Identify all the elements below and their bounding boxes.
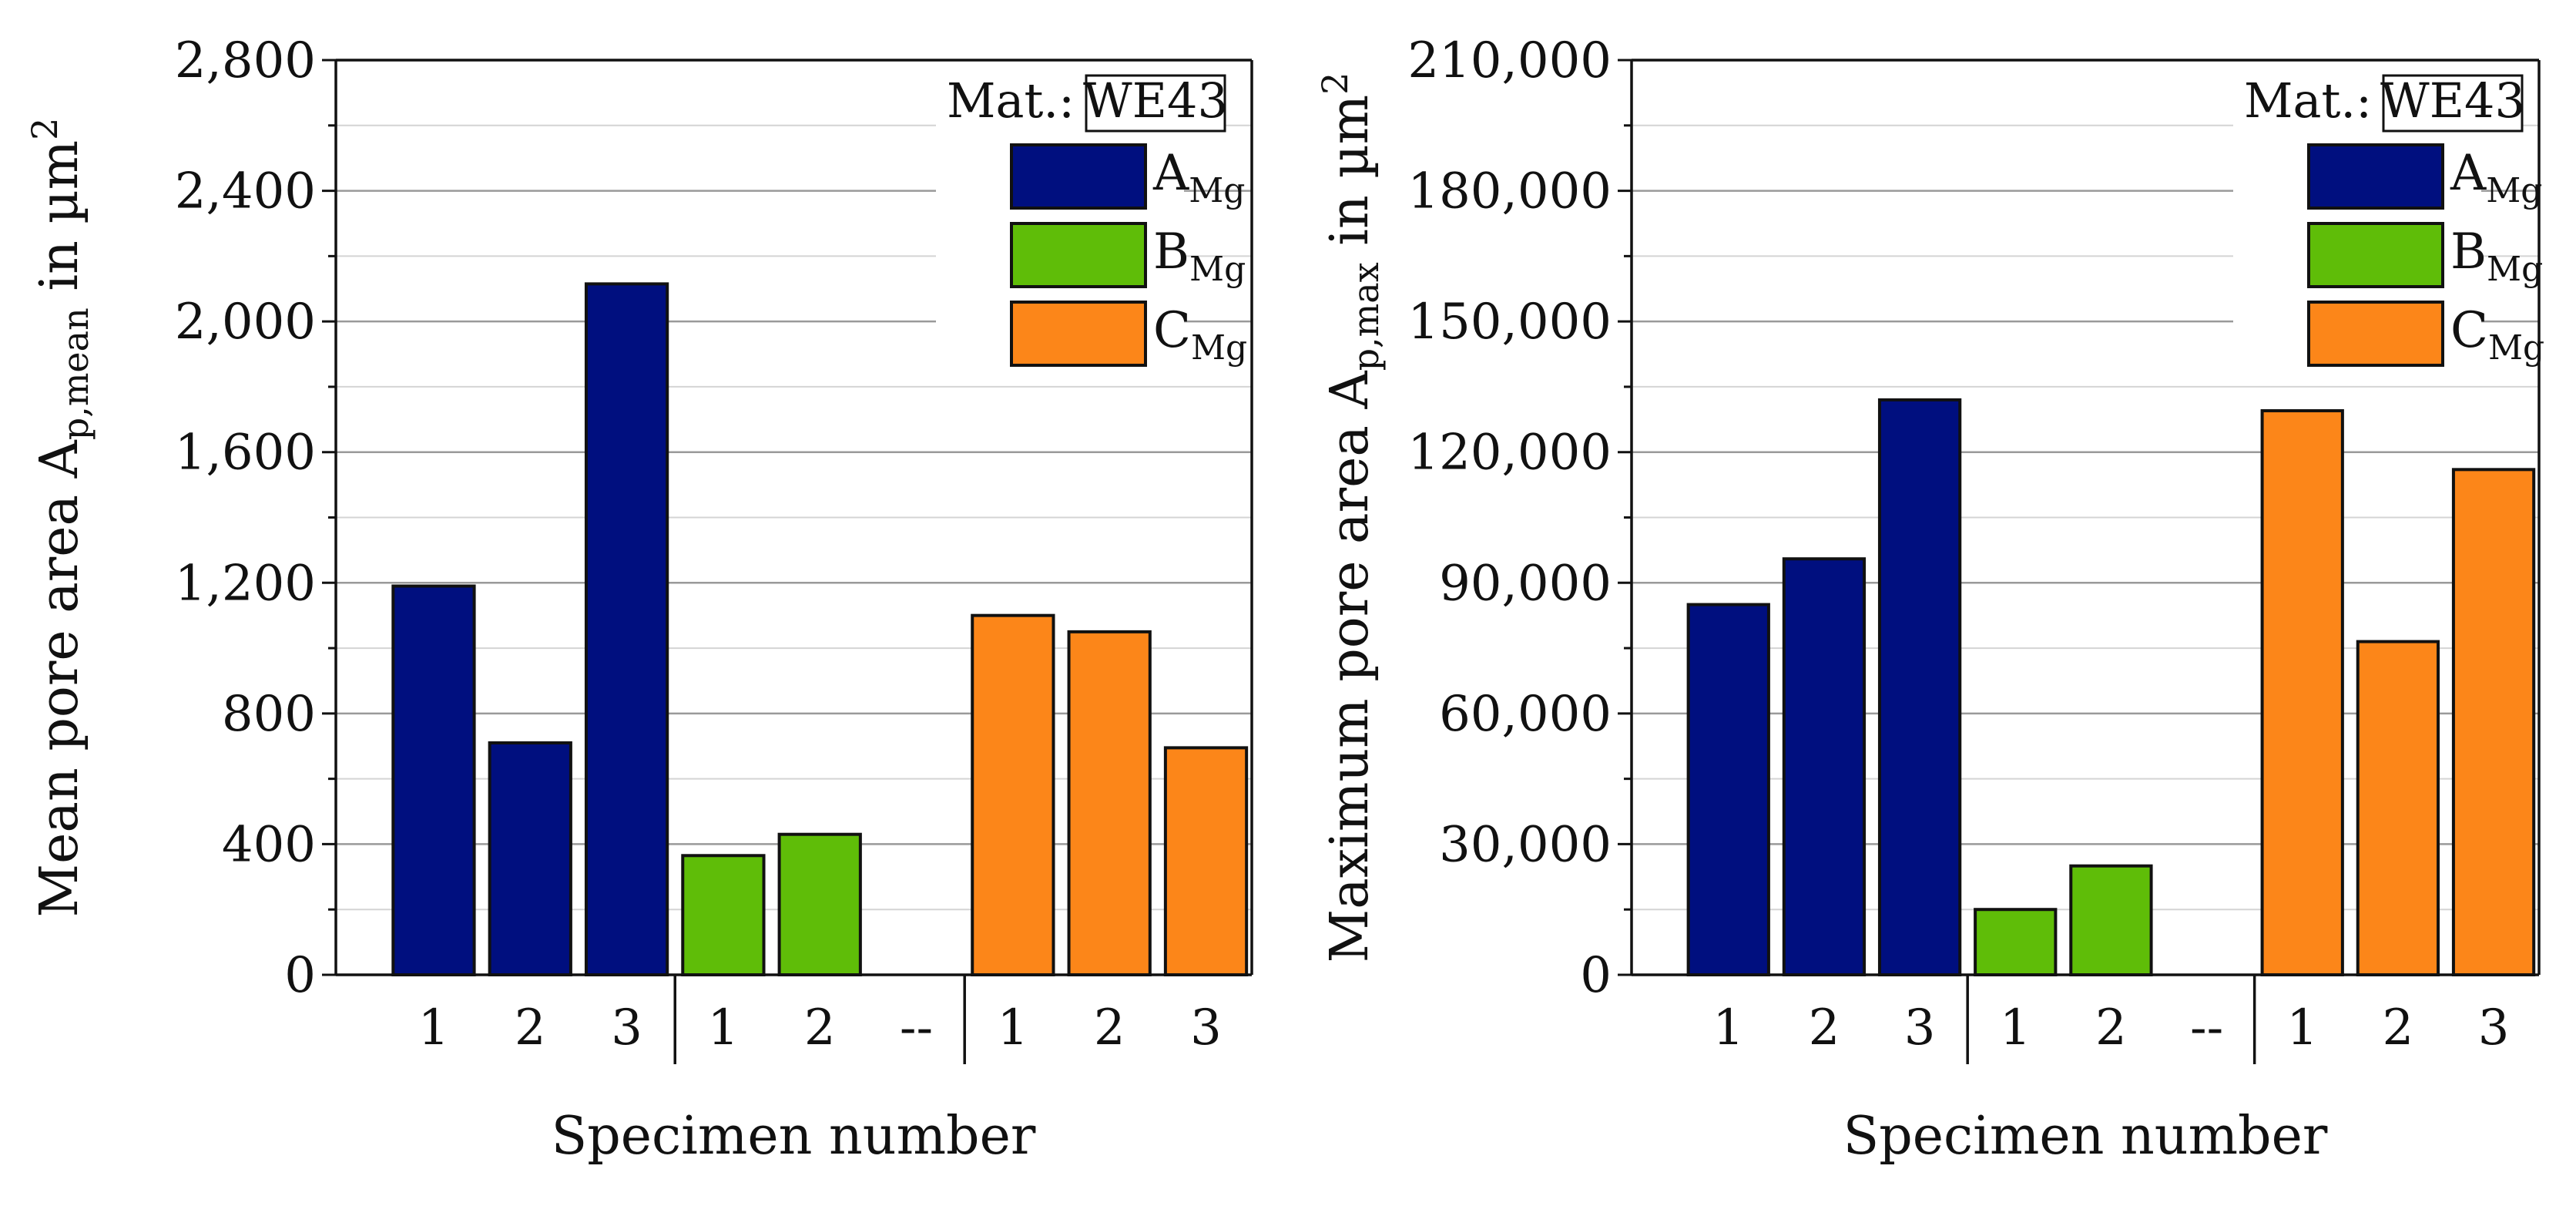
x-tick-label: 2 — [2095, 999, 2127, 1057]
x-tick-label: 2 — [804, 999, 836, 1057]
y-tick-label: 0 — [284, 947, 316, 1004]
x-tick-label: 3 — [611, 999, 642, 1057]
bar — [1686, 603, 1770, 976]
legend-swatch — [1010, 222, 1147, 288]
material-value: WE43 — [2380, 72, 2525, 129]
legend-swatch — [1010, 301, 1147, 367]
chart-maximum-pore-area: 0 30,000 60,000 90,000 120,000 150,000 180,000… — [1314, 32, 2544, 1167]
y-tick-label: 30,000 — [1439, 816, 1612, 873]
y-axis-title: Mean pore area Ap,mean in µm2 — [24, 118, 96, 918]
bar — [488, 741, 572, 977]
material-box — [1085, 74, 1226, 133]
x-tick-label: 1 — [708, 999, 740, 1057]
y-tick-label: 150,000 — [1407, 294, 1612, 351]
y-tick-label: 2,000 — [175, 294, 316, 351]
bar — [2356, 640, 2440, 976]
legend-label: BMg — [2450, 223, 2543, 289]
x-tick-label: 1 — [2000, 999, 2031, 1057]
x-tick-label: 1 — [418, 999, 450, 1057]
legend-swatch — [2307, 222, 2444, 288]
legend-label: CMg — [2450, 302, 2544, 368]
x-tick-label: -- — [2190, 999, 2223, 1057]
bar — [1782, 557, 1867, 976]
material-label: Mat.: — [947, 72, 1075, 129]
y-tick-label: 180,000 — [1407, 163, 1612, 220]
legend-label: AMg — [1152, 145, 1245, 210]
material-box — [2382, 74, 2524, 133]
bar — [1067, 630, 1152, 976]
legend-swatch — [2307, 301, 2444, 367]
bar — [1974, 908, 2058, 976]
legend-swatch — [2307, 143, 2444, 210]
x-axis-title: Specimen number — [1843, 1106, 2328, 1167]
y-tick-label: 2,400 — [175, 163, 316, 220]
x-tick-label: 3 — [1190, 999, 1222, 1057]
y-tick-label: 60,000 — [1439, 686, 1612, 743]
x-tick-label: 1 — [998, 999, 1029, 1057]
legend-label: BMg — [1153, 223, 1246, 289]
bar — [1163, 746, 1249, 976]
x-tick-label: 2 — [1094, 999, 1125, 1057]
legend-swatch — [1010, 143, 1147, 210]
legend-label: CMg — [1153, 302, 1247, 368]
bar — [391, 584, 476, 977]
bar — [2069, 864, 2153, 976]
y-tick-label: 1,600 — [175, 425, 316, 482]
x-tick-label: 2 — [515, 999, 546, 1057]
y-tick-label: 0 — [1580, 947, 1612, 1004]
bar — [681, 854, 766, 977]
x-tick-label: 1 — [1712, 999, 1744, 1057]
y-tick-label: 120,000 — [1407, 425, 1612, 482]
y-axis-title: Maximum pore area Ap,max in µm2 — [1314, 72, 1387, 963]
x-tick-label: 2 — [1809, 999, 1840, 1057]
x-tick-label: 3 — [2478, 999, 2510, 1057]
x-tick-label: 1 — [2286, 999, 2318, 1057]
y-tick-label: 90,000 — [1439, 555, 1612, 612]
x-tick-label: -- — [900, 999, 933, 1057]
x-axis-title: Specimen number — [552, 1106, 1036, 1167]
bar — [2451, 468, 2536, 976]
bar — [2260, 409, 2344, 976]
y-tick-label: 210,000 — [1407, 32, 1612, 89]
x-tick-label: 2 — [2383, 999, 2414, 1057]
y-tick-label: 800 — [222, 686, 316, 743]
bar — [777, 832, 862, 976]
material-value: WE43 — [1083, 72, 1228, 129]
y-tick-label: 2,800 — [175, 32, 316, 89]
bar — [584, 282, 669, 977]
bar — [971, 613, 1055, 977]
x-tick-label: 3 — [1904, 999, 1936, 1057]
y-tick-label: 400 — [222, 816, 316, 873]
chart-mean-pore-area: 0 400 800 1,200 1,600 2,000 2,400 2,800 1 2 3 1 2 -- 1… — [24, 32, 1253, 1167]
legend-label: AMg — [2450, 145, 2542, 210]
material-label: Mat.: — [2244, 72, 2372, 129]
bar — [1877, 398, 1962, 976]
y-tick-label: 1,200 — [175, 555, 316, 612]
